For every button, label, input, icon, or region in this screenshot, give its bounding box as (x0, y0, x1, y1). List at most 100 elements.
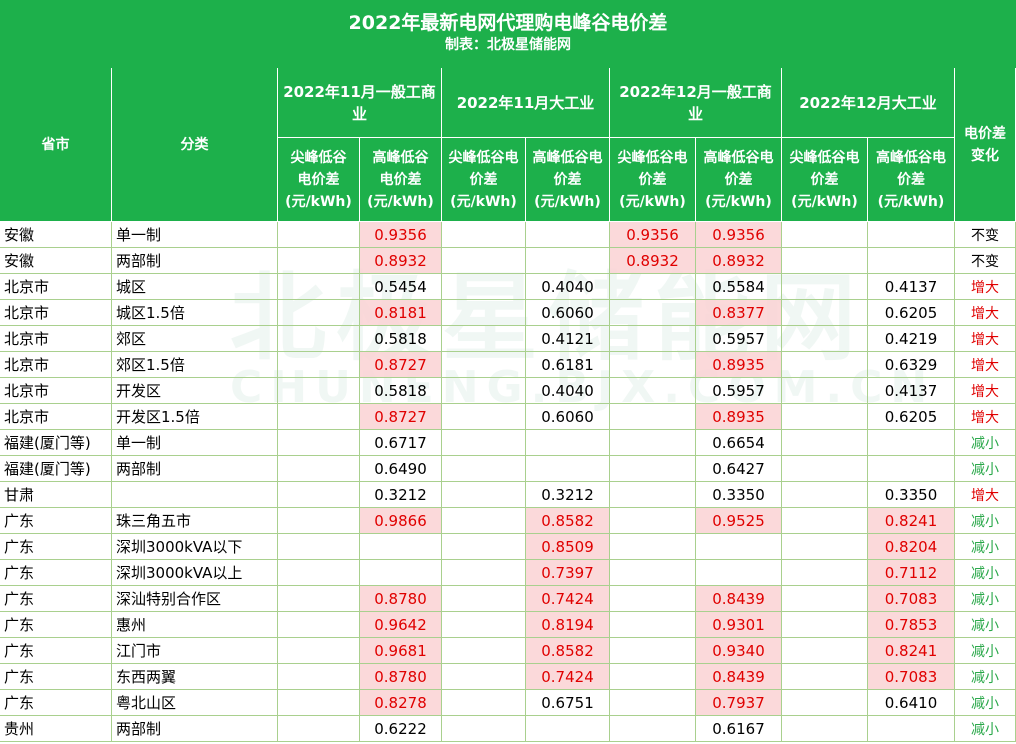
value-cell (442, 612, 526, 638)
value-cell (782, 664, 868, 690)
value-cell: 0.9340 (696, 638, 782, 664)
header-category: 分类 (112, 68, 278, 222)
value-cell: 0.7083 (868, 664, 955, 690)
value-cell: 0.8780 (360, 664, 442, 690)
value-cell (782, 430, 868, 456)
label-cell (112, 482, 278, 508)
value-cell (782, 560, 868, 586)
value-cell (782, 404, 868, 430)
label-cell: 北京市 (0, 300, 112, 326)
value-cell: 0.3350 (696, 482, 782, 508)
change-cell: 不变 (955, 222, 1016, 248)
value-cell: 0.4137 (868, 274, 955, 300)
value-cell (782, 274, 868, 300)
value-cell (610, 534, 696, 560)
value-cell: 0.4137 (868, 378, 955, 404)
header-sub: 高峰低谷电价差(元/kWh) (360, 138, 442, 222)
value-cell (442, 456, 526, 482)
change-cell: 减小 (955, 716, 1016, 742)
value-cell (610, 300, 696, 326)
change-cell: 减小 (955, 586, 1016, 612)
value-cell (610, 430, 696, 456)
change-cell: 减小 (955, 612, 1016, 638)
value-cell (610, 638, 696, 664)
value-cell: 0.7112 (868, 560, 955, 586)
value-cell: 0.8932 (360, 248, 442, 274)
label-cell: 郊区1.5倍 (112, 352, 278, 378)
label-cell: 江门市 (112, 638, 278, 664)
value-cell (278, 482, 360, 508)
watermark: CHUNENG.BJX.COM.CN (230, 362, 936, 413)
value-cell (442, 326, 526, 352)
value-cell (610, 326, 696, 352)
value-cell (442, 482, 526, 508)
label-cell: 北京市 (0, 326, 112, 352)
value-cell (278, 664, 360, 690)
label-cell: 单一制 (112, 430, 278, 456)
label-cell: 贵州 (0, 716, 112, 742)
value-cell (610, 456, 696, 482)
value-cell: 0.8241 (868, 508, 955, 534)
value-cell (782, 300, 868, 326)
label-cell: 开发区 (112, 378, 278, 404)
value-cell: 0.3212 (526, 482, 610, 508)
value-cell (278, 716, 360, 742)
value-cell (278, 508, 360, 534)
value-cell (868, 222, 955, 248)
value-cell: 0.4121 (526, 326, 610, 352)
value-cell (782, 378, 868, 404)
label-cell: 广东 (0, 690, 112, 716)
value-cell: 0.9356 (696, 222, 782, 248)
value-cell (278, 300, 360, 326)
header-sub: 高峰低谷电价差(元/kWh) (696, 138, 782, 222)
value-cell: 0.6410 (868, 690, 955, 716)
value-cell: 0.8727 (360, 352, 442, 378)
value-cell: 0.6427 (696, 456, 782, 482)
value-cell (278, 560, 360, 586)
value-cell: 0.6654 (696, 430, 782, 456)
value-cell (868, 430, 955, 456)
value-cell (610, 586, 696, 612)
value-cell (868, 248, 955, 274)
value-cell: 0.7853 (868, 612, 955, 638)
value-cell: 0.6167 (696, 716, 782, 742)
header-sub: 尖峰低谷电价差(元/kWh) (442, 138, 526, 222)
value-cell: 0.9525 (696, 508, 782, 534)
value-cell: 0.4219 (868, 326, 955, 352)
change-cell: 减小 (955, 534, 1016, 560)
subtitle: 制表：北极星储能网 (445, 37, 571, 53)
value-cell (526, 456, 610, 482)
header-group: 2022年12月大工业 (782, 68, 955, 138)
value-cell (610, 378, 696, 404)
value-cell: 0.8439 (696, 586, 782, 612)
value-cell: 0.3350 (868, 482, 955, 508)
label-cell: 北京市 (0, 404, 112, 430)
value-cell (442, 690, 526, 716)
value-cell: 0.6205 (868, 404, 955, 430)
label-cell: 东西两翼 (112, 664, 278, 690)
value-cell: 0.5957 (696, 378, 782, 404)
label-cell: 北京市 (0, 352, 112, 378)
value-cell: 0.8278 (360, 690, 442, 716)
value-cell (278, 222, 360, 248)
label-cell: 深汕特别合作区 (112, 586, 278, 612)
change-cell: 增大 (955, 482, 1016, 508)
label-cell: 深圳3000kVA以下 (112, 534, 278, 560)
value-cell (278, 534, 360, 560)
label-cell: 广东 (0, 560, 112, 586)
value-cell: 0.8780 (360, 586, 442, 612)
value-cell: 0.7424 (526, 586, 610, 612)
value-cell: 0.6060 (526, 300, 610, 326)
value-cell (526, 248, 610, 274)
title-band: 2022年最新电网代理购电峰谷电价差 制表：北极星储能网 (0, 0, 1016, 68)
value-cell (442, 404, 526, 430)
value-cell (610, 352, 696, 378)
value-cell: 0.8582 (526, 508, 610, 534)
value-cell (782, 612, 868, 638)
value-cell (610, 612, 696, 638)
value-cell: 0.5818 (360, 378, 442, 404)
header-group: 2022年11月一般工商业 (278, 68, 442, 138)
label-cell: 开发区1.5倍 (112, 404, 278, 430)
change-cell: 减小 (955, 430, 1016, 456)
value-cell (696, 534, 782, 560)
